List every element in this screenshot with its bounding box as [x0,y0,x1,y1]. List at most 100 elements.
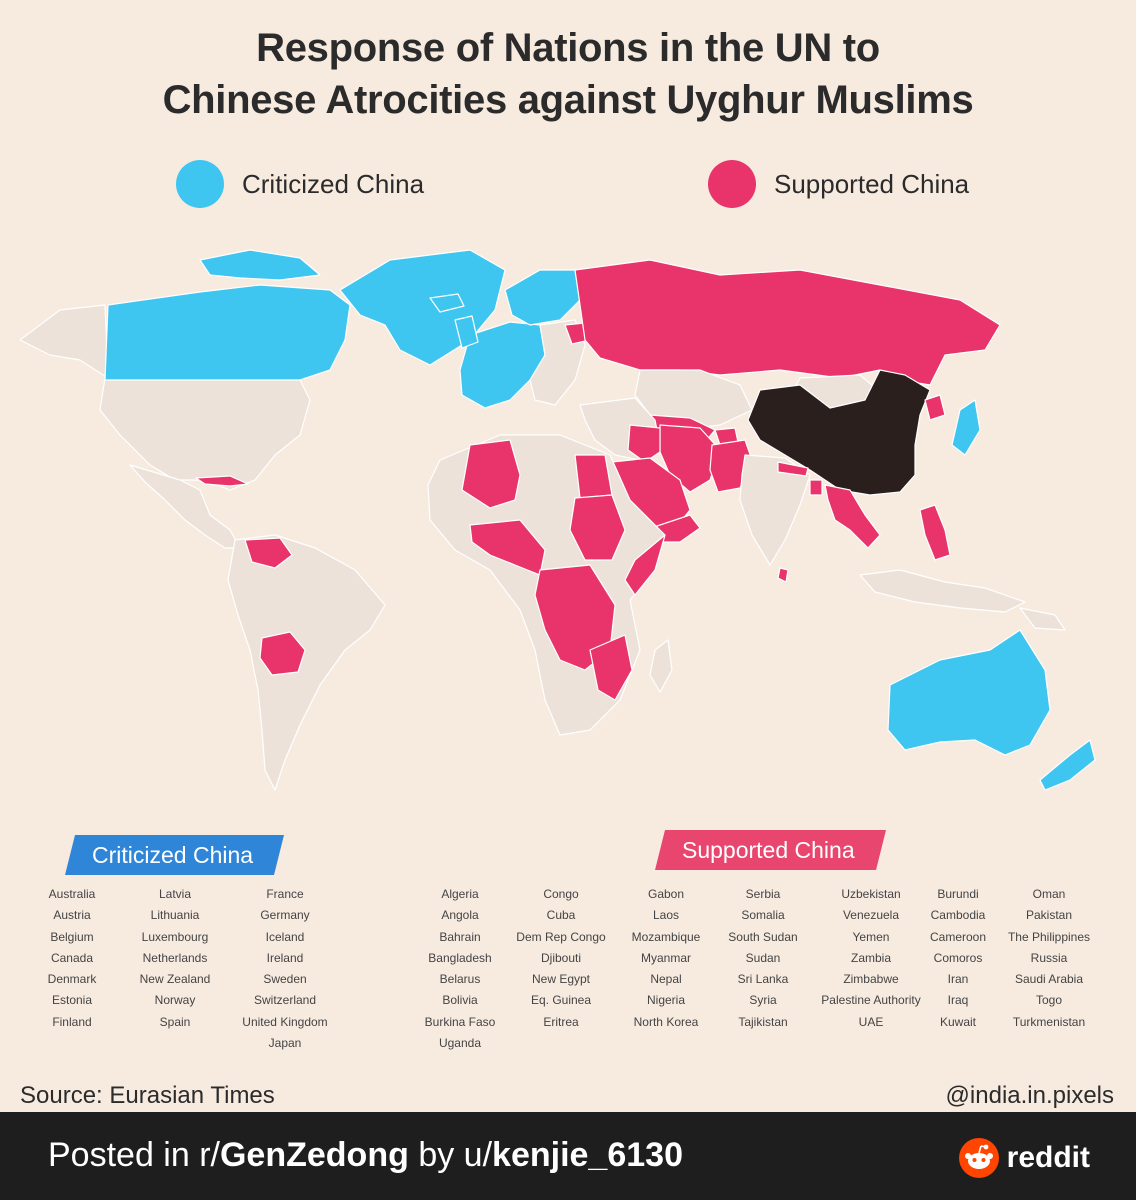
region-mozambique-zimbabwe [589,634,633,701]
supported-country: Venezuela [842,908,900,923]
username-link[interactable]: kenjie_6130 [492,1136,683,1174]
by-user-text: by u/ [408,1136,493,1174]
criticized-banner: Criticized China [65,835,285,875]
subreddit-link[interactable]: GenZedong [219,1136,409,1174]
criticized-country: Luxembourg [141,929,209,944]
supported-column: Uzbekistan Venezuela Yemen Zambia Zimbabwe Pa… [801,884,941,1033]
legend-criticized-label: Criticized China [242,168,425,199]
supported-country: Iran [947,972,969,987]
criticized-country: New Zealand [139,972,211,987]
criticized-country: Spain [159,1014,191,1029]
supported-country: UAE [858,1014,884,1029]
source-credit: Source: Eurasian Times [20,1082,275,1109]
title-line-2: Chinese Atrocities against Uyghur Muslim… [162,78,974,122]
post-attribution[interactable]: Posted in r/GenZedong by u/kenjie_6130 [48,1136,683,1175]
region-algeria [461,439,521,509]
title-line-1: Response of Nations in the UN to [256,26,880,70]
reddit-footer: Posted in r/GenZedong by u/kenjie_6130 r… [0,1112,1136,1200]
supported-country: Yemen [852,929,890,944]
supported-country: Bolivia [442,993,478,1008]
region-mexico-central-america [129,464,241,549]
supported-country: Kuwait [939,1014,977,1029]
region-iceland [429,293,465,313]
supported-country: Mozambique [631,929,701,944]
region-alaska [19,304,109,379]
criticized-column: Latvia Lithuania Luxembourg Netherlands New … [105,884,245,1033]
supported-column: Algeria Angola Bahrain Bangladesh Belarus Bol… [390,884,530,1054]
criticized-column: France Germany Iceland Ireland Sweden Switzer… [215,884,355,1054]
criticized-country: Lithuania [150,908,200,923]
supported-country: Saudi Arabia [1014,972,1084,987]
region-bangladesh [809,479,823,496]
region-scandinavia [504,269,581,326]
supported-country: Russia [1030,950,1068,965]
criticized-country: Belgium [50,929,94,944]
region-sudan-south-sudan [569,494,626,561]
supported-country: Belarus [439,972,481,987]
supported-column: Gabon Laos Mozambique Myanmar Nepal Nigeria No… [596,884,736,1033]
criticized-banner-label: Criticized China [92,842,254,868]
region-uk-ireland [454,315,479,349]
supported-country: Uganda [438,1036,482,1051]
supported-country: Syria [749,993,777,1008]
supported-country: Somalia [741,908,785,923]
supported-country: Algeria [441,887,479,901]
criticized-country: Germany [260,908,310,923]
region-central-africa [534,564,616,671]
supported-country: New Egypt [531,972,591,987]
supported-country: Congo [543,887,579,901]
supported-country: Cameroon [929,929,987,944]
region-canada-islands [199,249,321,281]
criticized-country: Austria [53,908,91,923]
supported-country: Bangladesh [428,950,492,965]
author-handle: @india.in.pixels [945,1082,1114,1109]
region-bolivia [259,631,306,676]
map-title: Response of Nations in the UN to Chinese… [0,22,1136,126]
region-united-states [99,377,311,491]
supported-banner: Supported China [655,830,886,870]
criticized-country: Norway [154,993,196,1008]
supported-country: Turkmenistan [1012,1014,1086,1029]
region-sri-lanka [777,567,789,583]
supported-column: Burundi Cambodia Cameroon Comoros Iran Iraq Ku… [888,884,1028,1033]
criticized-column: Australia Austria Belgium Canada Denmark Esto… [2,884,142,1033]
region-iraq-syria [627,424,661,463]
supported-country: Gabon [647,887,685,901]
supported-country: Bahrain [439,929,481,944]
criticized-country: Netherlands [142,950,208,965]
region-australia [887,629,1051,756]
region-japan [951,399,981,456]
region-west-central-africa [469,519,546,576]
supported-country: Sudan [745,950,781,965]
region-horn-of-africa [624,534,666,596]
supported-column: Serbia Somalia South Sudan Sudan Sri Lanka Sy… [693,884,833,1033]
criticized-country: Ireland [266,950,304,965]
region-papua [1019,607,1066,631]
supported-country: Angola [441,908,479,923]
legend-supported-label: Supported China [774,168,970,199]
criticized-country: Iceland [265,929,305,944]
posted-in-prefix: Posted in r/ [48,1136,220,1174]
supported-country: Cuba [546,908,576,923]
criticized-country: Finland [52,1014,92,1029]
legend-supported-swatch [708,160,756,208]
criticized-country: Japan [268,1036,302,1051]
criticized-country: Switzerland [253,993,317,1008]
supported-country: Nigeria [646,993,685,1008]
supported-country: Burkina Faso [424,1014,496,1029]
world-map [19,249,1096,791]
reddit-alien-icon [958,1138,999,1178]
region-russia [574,259,1001,386]
supported-column: Congo Cuba Dem Rep Congo Djibouti New Egypt E… [491,884,631,1033]
supported-country: Zimbabwe [843,972,899,987]
supported-country: Burundi [937,887,979,901]
region-kazakhstan-central-asia [634,369,753,431]
reddit-wordmark: reddit [1006,1141,1090,1174]
region-philippines [919,504,951,561]
supported-country: Eritrea [543,1014,579,1029]
region-canada [104,284,351,381]
supported-country: Sri Lanka [737,972,789,987]
supported-country: Palestine Authority [821,993,921,1008]
legend-supported: Supported China [708,160,969,208]
criticized-country: United Kingdom [242,1014,328,1029]
